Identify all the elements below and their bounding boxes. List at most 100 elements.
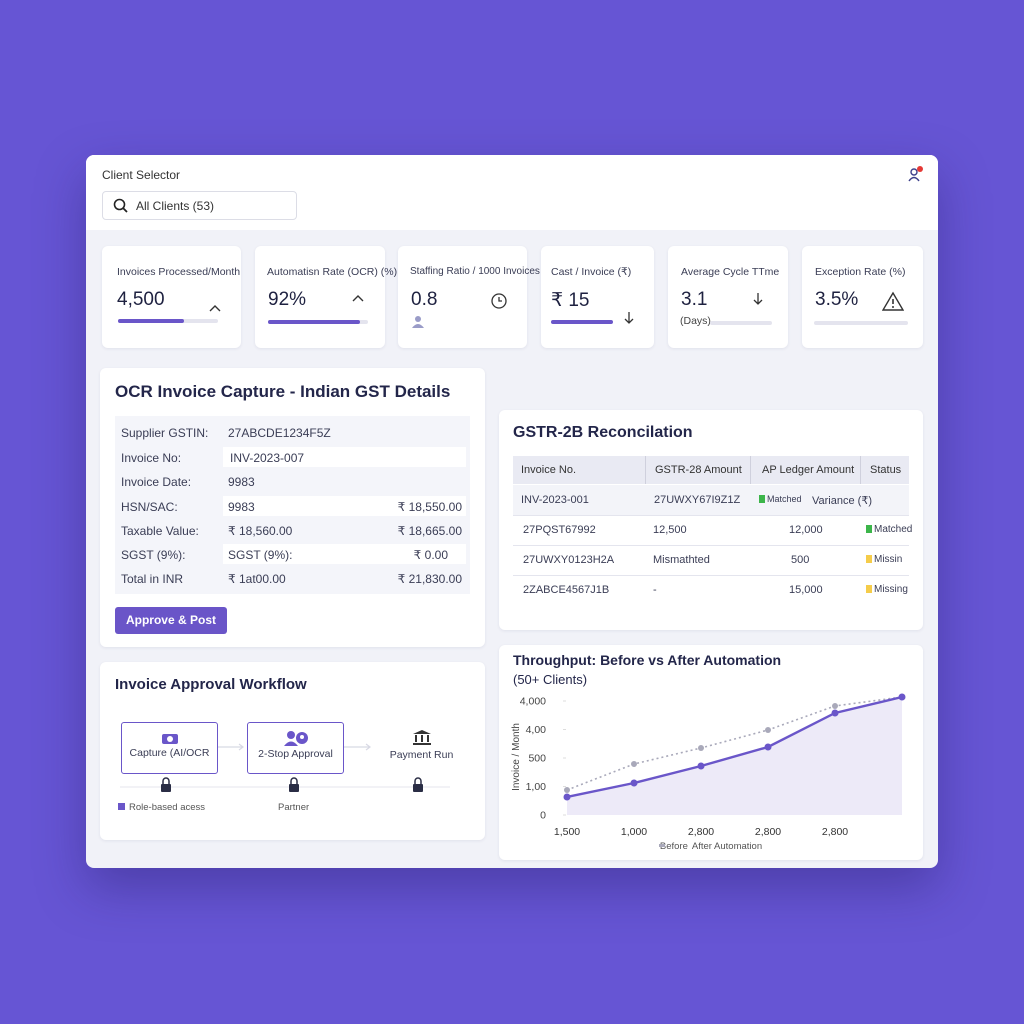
column-header: Invoice No.: [521, 464, 577, 476]
header-title: Client Selector: [102, 168, 181, 182]
data-point: [765, 727, 771, 734]
person-icon: [412, 316, 424, 328]
ocr-row: Taxable Value: ₹ 18,560.00 ₹ 18,665.00: [115, 518, 470, 542]
ocr-value: INV-2023-007: [230, 451, 305, 465]
search-icon: [113, 198, 128, 213]
kpi-card: Staffing Ratio / 1000 Invoices 0.8: [398, 246, 540, 348]
kpi-card: Average Cycle TTme 3.1 (Days): [668, 246, 788, 348]
cell: Variance (₹): [812, 495, 872, 507]
cell: 2ZABCE4567J1B: [523, 584, 610, 596]
cell: Matched: [874, 524, 913, 535]
kpi-card: Automatisn Rate (OCR) (%) 92%: [255, 246, 397, 348]
ocr-row: Total in INR ₹ 1at00.00 ₹ 21,830.00: [115, 566, 470, 590]
x-tick-label: 2,800: [688, 826, 714, 838]
cell: 15,000: [789, 584, 823, 596]
kpi-label: Staffing Ratio / 1000 Invoices: [410, 266, 540, 277]
step-label: Payment Run: [389, 749, 454, 761]
legend-entry: Before: [660, 841, 688, 852]
y-tick-label: 1,00: [526, 781, 547, 793]
legend-entry: After Automation: [692, 841, 762, 852]
search-text: All Clients (53): [136, 199, 215, 213]
ocr-value: 9983: [228, 475, 255, 489]
data-point: [563, 793, 571, 801]
ocr-row: Invoice Date: 9983: [115, 469, 470, 493]
partner-label: Partner: [278, 802, 310, 813]
ocr-row: Supplier GSTIN: 27ABCDE1234F5Z: [115, 420, 470, 444]
user-icon[interactable]: [905, 164, 927, 186]
ocr-amount: ₹ 21,830.00: [397, 572, 462, 586]
panel-title: GSTR-2B Reconcilation: [513, 424, 693, 441]
progress-bar: [118, 319, 218, 323]
workflow-step[interactable]: Capture (AI/OCR: [121, 722, 218, 774]
cell: Missing: [874, 584, 908, 595]
workflow-panel: Invoice Approval Workflow Capture (AI/OC…: [100, 662, 485, 840]
data-point: [697, 762, 705, 770]
x-tick-label: 1,500: [554, 826, 580, 838]
kpi-card: Exception Rate (%) 3.5%: [802, 246, 923, 348]
up-icon: [352, 295, 364, 302]
workflow-step[interactable]: Payment Run: [374, 722, 469, 772]
area-fill: [567, 697, 902, 815]
up-icon: [209, 305, 221, 312]
ocr-value: ₹ 18,560.00: [228, 524, 293, 538]
people-icon: [283, 731, 308, 746]
kpi-card: Cast / Invoice (₹) ₹ 15: [541, 246, 654, 348]
cell: 500: [791, 554, 810, 566]
down-icon: [624, 312, 634, 324]
kpi-label: Average Cycle TTme: [681, 266, 780, 278]
reconciliation-panel: GSTR-2B Reconcilation Invoice No. GSTR-2…: [499, 410, 923, 630]
chart-subtitle: (50+ Clients): [513, 672, 587, 687]
ocr-label: Total in INR: [121, 572, 184, 586]
workflow-step[interactable]: 2-Stop Approval: [247, 722, 344, 774]
kpi-label: Invoices Processed/Month: [117, 266, 241, 278]
table-row: 27UWXY0123H2A Mismathted 500 Missin: [513, 545, 909, 576]
progress-bar: [710, 321, 772, 325]
progress-bar: [551, 320, 613, 324]
kpi-value: 3.1: [681, 289, 708, 310]
x-tick-label: 1,000: [621, 826, 647, 838]
ocr-amount: ₹ 18,550.00: [397, 500, 462, 514]
ocr-row: Invoice No: INV-2023-007: [115, 445, 470, 469]
data-point: [898, 693, 906, 701]
workflow-connectors: [118, 743, 450, 810]
ocr-label: Invoice No:: [121, 451, 182, 465]
x-tick-label: 2,800: [822, 826, 848, 838]
data-point: [698, 744, 704, 751]
data-point: [564, 787, 570, 794]
bank-icon: [412, 730, 431, 745]
column-header: GSTR-28 Amount: [655, 464, 742, 476]
cell: 27PQST67992: [523, 524, 596, 536]
access-note: Role-based acess: [129, 802, 206, 813]
panel-title: OCR Invoice Capture - Indian GST Details: [115, 382, 451, 401]
approve-button[interactable]: Approve & Post: [115, 607, 227, 634]
search-box[interactable]: All Clients (53): [102, 191, 297, 220]
cell: INV-2023-001: [521, 494, 589, 506]
data-point: [764, 743, 772, 751]
x-tick-label: 2,800: [755, 826, 781, 838]
progress-bar: [814, 321, 908, 325]
cell: 27UWXY0123H2A: [523, 554, 615, 566]
ocr-label: HSN/SAC:: [121, 500, 178, 514]
ocr-value: SGST (9%):: [228, 548, 293, 562]
down-icon: [753, 293, 763, 305]
ocr-value: ₹ 1at00.00: [228, 572, 286, 586]
table-row: INV-2023-001 27UWXY67I9Z1Z Matched Variance…: [513, 485, 909, 516]
progress-bar: [268, 320, 368, 324]
step-label: 2-Stop Approval: [258, 748, 333, 760]
kpi-label: Automatisn Rate (OCR) (%): [267, 266, 398, 278]
kpi-label: Exception Rate (%): [815, 266, 906, 278]
kpi-unit: (Days): [680, 315, 711, 327]
cell: -: [653, 584, 657, 596]
chart-title: Throughput: Before vs After Automation: [513, 652, 781, 668]
kpi-card: Invoices Processed/Month 4,500: [102, 246, 241, 348]
ocr-value: 9983: [228, 500, 255, 514]
ocr-label: Supplier GSTIN:: [121, 426, 209, 440]
panel-title: Invoice Approval Workflow: [115, 676, 307, 693]
table-header: [513, 456, 909, 484]
data-point: [832, 702, 838, 709]
ocr-label: Invoice Date:: [121, 475, 192, 489]
cell: Matched: [767, 494, 802, 504]
column-header: Status: [870, 464, 902, 476]
kpi-value: 0.8: [411, 289, 438, 310]
